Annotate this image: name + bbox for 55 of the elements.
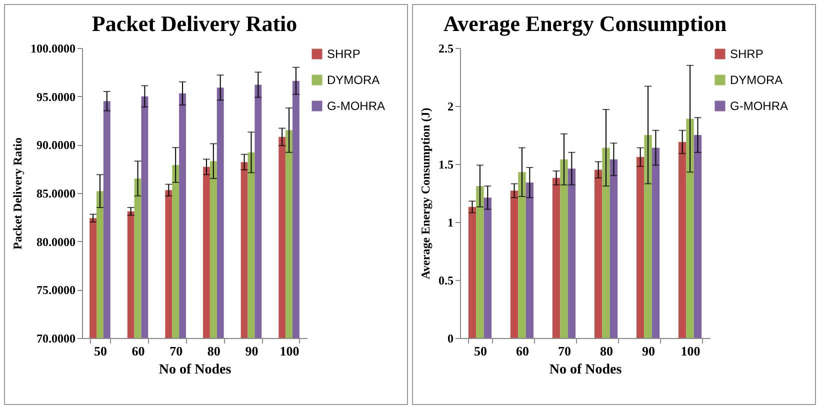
legend-label: G-MOHRA: [327, 99, 385, 113]
bar: [678, 142, 686, 338]
y-tick-label: 2.5: [438, 42, 454, 56]
x-axis-title: No of Nodes: [549, 362, 622, 378]
bar: [468, 206, 476, 338]
y-tick-label: 0.5: [438, 274, 454, 288]
legend-label: G-MOHRA: [730, 99, 788, 113]
x-tick-label: 100: [280, 344, 300, 358]
y-tick-label: 80.0000: [36, 234, 76, 249]
bar: [476, 186, 484, 338]
chart-title: Packet Delivery Ratio: [92, 11, 298, 36]
bar: [652, 148, 660, 338]
bar: [636, 157, 644, 338]
x-tick-label: 50: [474, 344, 487, 358]
y-tick-label: 90.0000: [36, 138, 76, 152]
legend-label: DYMORA: [730, 73, 783, 87]
x-tick-label: 100: [680, 344, 700, 358]
y-tick-label: 2: [448, 100, 454, 114]
y-tick-label: 70.0000: [36, 332, 76, 346]
bar: [484, 198, 492, 338]
x-axis-title: No of Nodes: [158, 362, 232, 378]
y-axis-title: Average Energy Consumption (J): [418, 108, 432, 280]
legend-label: SHRP: [730, 47, 764, 61]
x-tick-label: 60: [132, 344, 145, 358]
bar: [568, 168, 576, 338]
y-tick-label: 0: [448, 332, 454, 346]
bar: [694, 135, 702, 338]
bar: [552, 178, 560, 338]
x-tick-label: 90: [642, 344, 656, 358]
x-tick-label: 90: [245, 344, 258, 358]
bar: [602, 148, 610, 338]
x-tick-label: 70: [558, 344, 571, 358]
y-tick-label: 75.0000: [36, 283, 76, 298]
chart-title: Average Energy Consumption: [443, 11, 727, 36]
x-tick-label: 80: [207, 344, 220, 358]
bar: [510, 190, 518, 338]
bar: [686, 118, 694, 338]
x-tick-label: 50: [94, 344, 107, 358]
y-tick-label: 85.0000: [36, 186, 76, 200]
y-tick-label: 95.0000: [36, 90, 76, 104]
legend-label: SHRP: [327, 47, 360, 61]
x-tick-label: 60: [516, 344, 529, 358]
bar: [560, 159, 568, 338]
bar: [518, 172, 526, 338]
bar: [526, 182, 534, 338]
y-tick-label: 1: [448, 216, 454, 230]
bar: [644, 135, 652, 338]
x-tick-label: 80: [600, 344, 614, 358]
bar: [594, 170, 602, 338]
y-tick-label: 100.0000: [30, 42, 76, 56]
bar: [610, 159, 618, 338]
y-axis-title: Packet Delivery Ratio: [10, 138, 24, 250]
legend-label: DYMORA: [327, 73, 380, 87]
y-tick-label: 1.5: [438, 158, 454, 172]
x-tick-label: 70: [170, 344, 183, 358]
